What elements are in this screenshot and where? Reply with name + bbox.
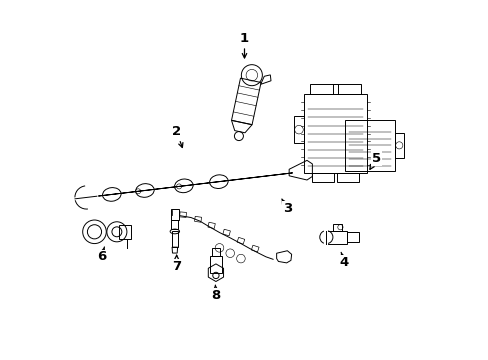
Bar [310, 84, 338, 94]
Bar [170, 209, 179, 220]
Bar [209, 256, 222, 273]
Bar [336, 173, 358, 182]
Text: 7: 7 [172, 255, 181, 273]
Bar [332, 224, 342, 231]
Text: 4: 4 [339, 252, 348, 269]
Bar [394, 132, 403, 158]
Bar [304, 94, 366, 173]
Bar [311, 173, 333, 182]
Bar [346, 233, 358, 242]
Text: 2: 2 [172, 125, 183, 148]
Bar [119, 225, 131, 239]
Bar [293, 116, 304, 143]
Text: 8: 8 [211, 285, 220, 302]
Text: 5: 5 [369, 152, 381, 169]
Text: 3: 3 [281, 199, 291, 215]
Text: 6: 6 [97, 247, 106, 263]
Bar [211, 248, 220, 256]
Bar [325, 231, 346, 244]
Bar [344, 120, 394, 171]
Bar [172, 231, 177, 247]
Bar [171, 220, 178, 229]
Text: 1: 1 [240, 32, 248, 58]
Bar [332, 84, 360, 94]
